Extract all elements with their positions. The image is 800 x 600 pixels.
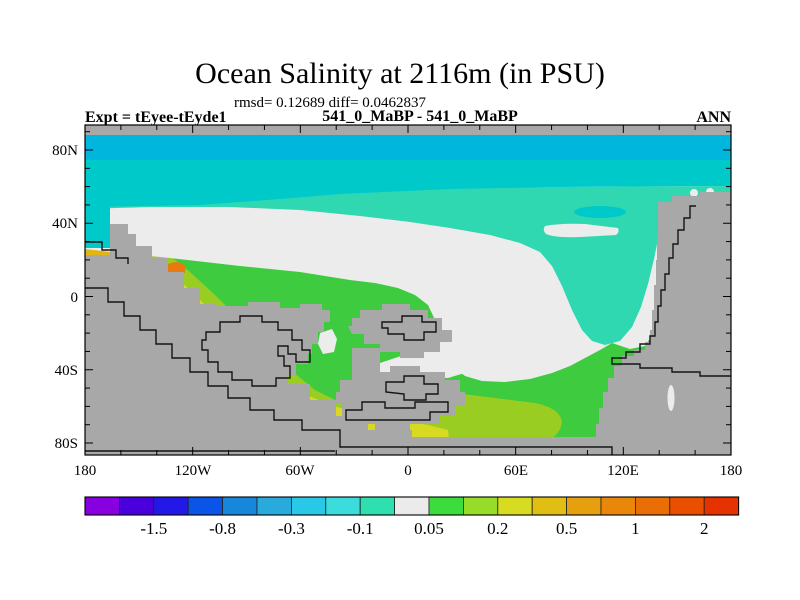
colorbar-cell: [600, 496, 636, 516]
coastline-island-east-small: [385, 375, 439, 401]
region-cyan2-pocket: [85, 200, 110, 248]
experiment-label: Expt = tEyee-tEyde1: [85, 109, 227, 126]
lon-label: 60E: [504, 463, 528, 479]
coastlines: [85, 205, 731, 455]
coastline-west-main: [85, 287, 613, 455]
region-cyan2-band: [85, 160, 731, 207]
land-island-west: [186, 302, 330, 394]
colorbar-cell: [119, 496, 155, 516]
colorbar-cell: [325, 496, 361, 516]
lat-label: 0: [71, 290, 79, 306]
colorbar-cell: [153, 496, 189, 516]
colorbar-cell: [462, 496, 499, 516]
colorbar-cell: [84, 496, 120, 516]
land-island-east-lower: [336, 366, 465, 430]
landmasses: [85, 125, 731, 455]
colorbar-label: -0.1: [347, 519, 374, 538]
lon-label: 60W: [285, 463, 315, 479]
colorbar-label: 2: [700, 519, 709, 538]
colorbar-cell: [359, 496, 396, 516]
colorbar-cell: [428, 496, 464, 516]
colorbar-cell: [187, 496, 223, 516]
region-white-arm: [543, 223, 619, 238]
region-white-dot: [690, 189, 698, 197]
colorbar-cell: [256, 496, 292, 516]
land-east-continent: [593, 192, 731, 455]
colorbar-cell: [222, 496, 258, 516]
colorbar-cell: [566, 496, 602, 516]
colorbar-label: 0.5: [556, 519, 577, 538]
colorbar-label: 0.2: [487, 519, 508, 538]
colorbar-cell: [703, 496, 740, 516]
map-field: [85, 125, 731, 455]
map-frame: [84, 124, 732, 456]
lat-label: 40S: [55, 363, 78, 379]
lat-label: 80N: [52, 143, 78, 159]
colorbar-label: 0.05: [414, 519, 444, 538]
colorbar-label: -1.5: [140, 519, 167, 538]
coastline-island-west: [201, 315, 311, 387]
region-cyan-patch: [574, 206, 626, 218]
coastline-east-continent: [611, 205, 731, 377]
page-title: Ocean Salinity at 2116m (in PSU): [195, 57, 605, 90]
header: Ocean Salinity at 2116m (in PSU) rmsd= 0…: [85, 57, 731, 126]
coastline-island-east-upper: [381, 315, 437, 341]
colorbar-cell: [669, 496, 705, 516]
colorbar-label: 1: [631, 519, 640, 538]
lon-label: 120E: [607, 463, 639, 479]
lon-label: 180: [74, 463, 97, 479]
axis-ticks: [84, 125, 732, 455]
land-white-fjord: [667, 385, 675, 411]
land-island-east-upper: [348, 304, 452, 358]
colorbar-label: -0.8: [209, 519, 236, 538]
colorbar-label: -0.3: [278, 519, 305, 538]
lon-label: 0: [404, 463, 412, 479]
lon-label: 120W: [175, 463, 213, 479]
comparison-line: 541_0_MaBP - 541_0_MaBP: [322, 108, 518, 125]
colorbar-cell: [394, 496, 430, 516]
colorbar-cell: [290, 496, 327, 516]
region-cyan1-band: [85, 134, 731, 160]
colorbar: -1.5 -0.8 -0.3 -0.1 0.05 0.2 0.5 1 2: [84, 496, 740, 538]
colorbar-border: [84, 496, 740, 516]
colorbar-cell: [635, 496, 671, 516]
lon-label: 180: [720, 463, 743, 479]
axis-labels: 80N 40N 0 40S 80S 180 120W 60W 0 60E 120…: [52, 143, 742, 479]
colorbar-labels: -1.5 -0.8 -0.3 -0.1 0.05 0.2 0.5 1 2: [140, 519, 708, 538]
colorbar-cell: [531, 496, 568, 516]
region-white-patch: [318, 329, 337, 354]
lat-label: 40N: [52, 216, 78, 232]
colorbar-cell: [497, 496, 533, 516]
land-west-continent: [85, 224, 645, 455]
coastline-west-stub: [85, 241, 129, 264]
stats-line: rmsd= 0.12689 diff= 0.0462837: [234, 95, 427, 111]
lat-label: 80S: [55, 436, 78, 452]
coastline-island-east-low: [345, 401, 449, 421]
season-label: ANN: [696, 109, 731, 126]
